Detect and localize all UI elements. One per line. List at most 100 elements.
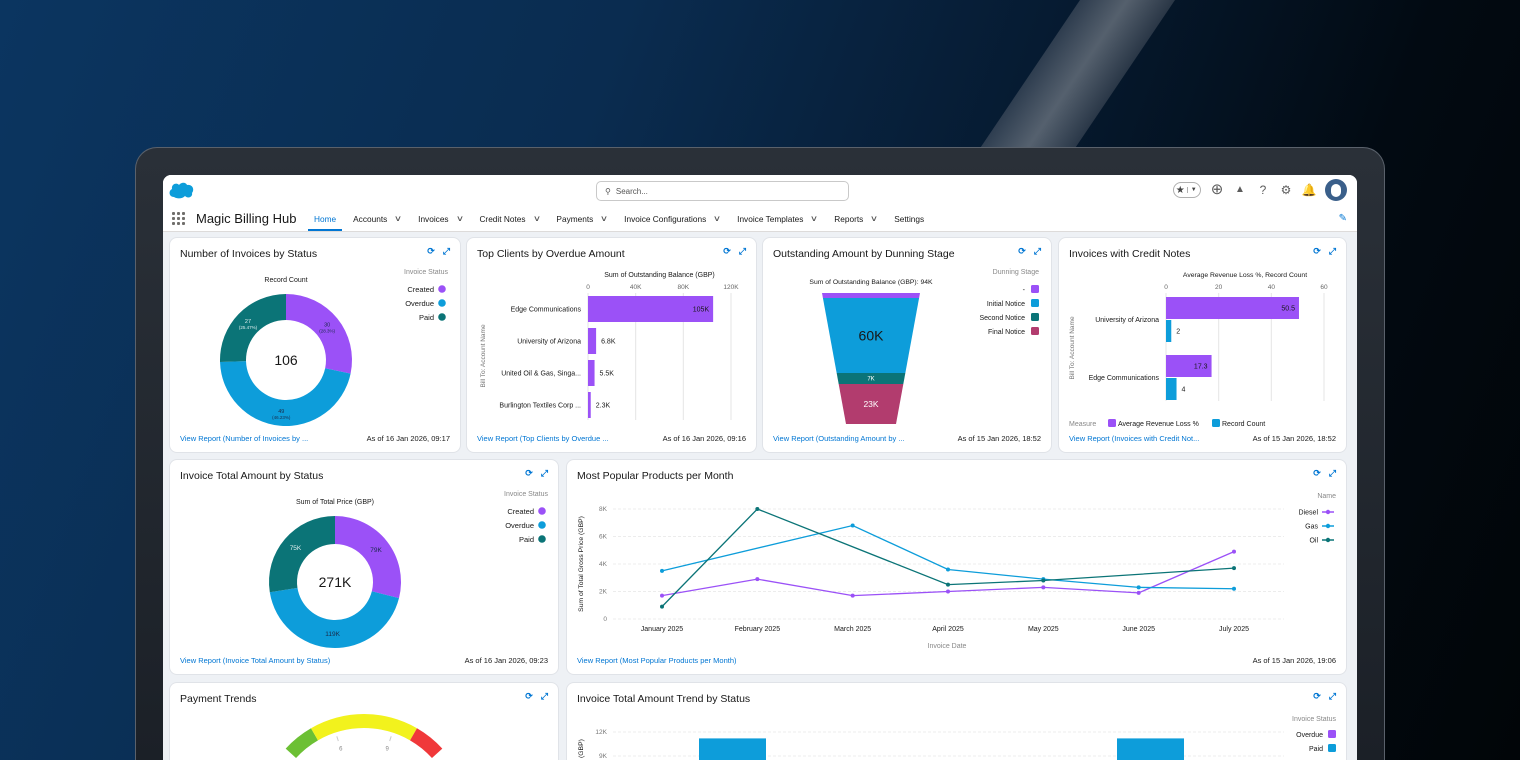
data-point[interactable] (1136, 585, 1141, 590)
expand-icon[interactable]: ⤢ (540, 691, 548, 701)
expand-icon[interactable]: ⤢ (1328, 468, 1336, 478)
bar-value-label: 17.3 (1194, 364, 1208, 371)
bar-avg-revenue-loss[interactable] (1166, 355, 1212, 377)
chevron-down-icon[interactable]: ∨ (532, 214, 541, 223)
bar-avg-revenue-loss[interactable] (1166, 297, 1299, 319)
expand-icon[interactable]: ⤢ (738, 246, 746, 256)
donut-slice-overdue[interactable] (269, 587, 399, 648)
nav-tab-credit-notes[interactable]: Credit Notes ∨ (473, 205, 545, 232)
bar[interactable] (588, 360, 595, 386)
nav-tab-payments[interactable]: Payments ∨ (550, 205, 613, 232)
data-point[interactable] (946, 582, 950, 587)
funnel-segment[interactable] (836, 373, 906, 384)
view-report-link[interactable]: View Report (Invoices with Credit Not... (1069, 434, 1200, 443)
donut-slice-created[interactable] (286, 294, 352, 374)
view-report-link[interactable]: View Report (Outstanding Amount by ... (773, 434, 905, 443)
data-point[interactable] (660, 593, 664, 598)
expand-icon[interactable]: ⤢ (442, 246, 450, 256)
legend-item-label: Overdue (1296, 732, 1323, 739)
app-launcher-icon[interactable] (172, 212, 185, 225)
nav-tab-home[interactable]: Home (308, 205, 343, 232)
refresh-icon[interactable]: ⟳ (427, 246, 435, 256)
slice-percent-label: (25.47%) (239, 325, 258, 330)
nav-tab-invoices[interactable]: Invoices ∨ (412, 205, 468, 232)
refresh-icon[interactable]: ⟳ (525, 468, 533, 478)
view-report-link[interactable]: View Report (Most Popular Products per M… (577, 656, 737, 665)
nav-tab-accounts[interactable]: Accounts ∨ (347, 205, 407, 232)
chevron-down-icon[interactable]: ∨ (713, 214, 722, 223)
chevron-down-icon[interactable]: ∨ (455, 214, 464, 223)
global-header: ⚲ Search... ★ ▼ ⊕ ▲ ? ⚙ 🔔 Magic Billing H… (163, 175, 1357, 232)
view-report-link[interactable]: View Report (Invoice Total Amount by Sta… (180, 656, 331, 665)
expand-icon[interactable]: ⤢ (1033, 246, 1041, 256)
data-point[interactable] (1041, 585, 1046, 590)
data-point[interactable] (755, 577, 760, 582)
data-point[interactable] (946, 567, 950, 572)
data-point[interactable] (1232, 586, 1236, 591)
data-point[interactable] (1232, 566, 1236, 571)
bar-record-count[interactable] (1166, 378, 1177, 400)
legend-item-label: Record Count (1222, 421, 1265, 428)
data-point[interactable] (1136, 590, 1141, 595)
data-point[interactable] (946, 589, 950, 594)
data-point[interactable] (755, 507, 760, 511)
setup-gear-icon[interactable]: ⚙ (1280, 183, 1292, 197)
chevron-down-icon[interactable]: ▼ (1186, 187, 1201, 193)
refresh-icon[interactable]: ⟳ (1313, 691, 1321, 701)
expand-icon[interactable]: ⤢ (540, 468, 548, 478)
view-report-link[interactable]: View Report (Number of Invoices by ... (180, 434, 309, 443)
as-of-timestamp: As of 15 Jan 2026, 19:06 (1252, 656, 1336, 665)
help-icon[interactable]: ? (1259, 183, 1267, 197)
trailhead-icon[interactable]: ▲ (1235, 184, 1245, 195)
expand-icon[interactable]: ⤢ (1328, 691, 1336, 701)
x-tick-label: 40 (1268, 284, 1276, 291)
funnel-segment[interactable] (822, 298, 920, 373)
bar-paid[interactable] (1117, 738, 1184, 760)
refresh-icon[interactable]: ⟳ (525, 691, 533, 701)
bar[interactable] (588, 328, 597, 354)
card-title: Invoice Total Amount Trend by Status (577, 693, 751, 705)
nav-tab-reports[interactable]: Reports ∨ (828, 205, 883, 232)
user-avatar[interactable] (1325, 179, 1347, 201)
donut-slice-paid[interactable] (220, 294, 286, 362)
bar[interactable] (588, 392, 591, 418)
donut-slice-overdue[interactable] (220, 361, 351, 427)
chevron-down-icon[interactable]: ∨ (810, 214, 819, 223)
search-input[interactable]: ⚲ Search... (596, 181, 849, 201)
legend-swatch (1328, 730, 1336, 738)
refresh-icon[interactable]: ⟳ (1018, 246, 1026, 256)
favorites-button[interactable]: ★ ▼ (1173, 182, 1201, 198)
nav-tab-label: Invoices (418, 213, 449, 224)
funnel-segment[interactable] (822, 293, 920, 298)
view-report-link[interactable]: View Report (Top Clients by Overdue ... (477, 434, 609, 443)
funnel-segment[interactable] (838, 384, 904, 424)
refresh-icon[interactable]: ⟳ (723, 246, 731, 256)
data-point[interactable] (1232, 549, 1236, 554)
data-point[interactable] (1041, 578, 1046, 583)
chevron-down-icon[interactable]: ∨ (394, 214, 403, 223)
expand-icon[interactable]: ⤢ (1328, 246, 1336, 256)
notifications-bell-icon[interactable]: 🔔 (1301, 183, 1317, 197)
bar-paid[interactable] (699, 738, 766, 760)
data-point[interactable] (660, 568, 664, 573)
global-add-icon[interactable]: ⊕ (1210, 181, 1224, 198)
refresh-icon[interactable]: ⟳ (1313, 468, 1321, 478)
legend-item-label: Paid (519, 535, 534, 544)
nav-tab-invoice-configurations[interactable]: Invoice Configurations ∨ (618, 205, 726, 232)
x-axis-title: Invoice Date (928, 643, 967, 650)
chevron-down-icon[interactable]: ∨ (870, 214, 879, 223)
donut-slice-created[interactable] (335, 516, 401, 599)
nav-tab-invoice-templates[interactable]: Invoice Templates ∨ (731, 205, 823, 232)
refresh-icon[interactable]: ⟳ (1313, 246, 1321, 256)
nav-tab-settings[interactable]: Settings (888, 205, 930, 232)
chart-svg: Average Revenue Loss %, Record Count 0 20 4… (1069, 272, 1328, 428)
data-point[interactable] (850, 523, 855, 528)
bar-record-count[interactable] (1166, 320, 1172, 342)
donut-slice-paid[interactable] (269, 516, 335, 593)
bar[interactable] (588, 296, 714, 322)
data-point[interactable] (850, 593, 855, 598)
chevron-down-icon[interactable]: ∨ (600, 214, 609, 223)
edit-pencil-icon[interactable]: ✎ (1338, 213, 1347, 224)
data-point[interactable] (660, 604, 664, 609)
